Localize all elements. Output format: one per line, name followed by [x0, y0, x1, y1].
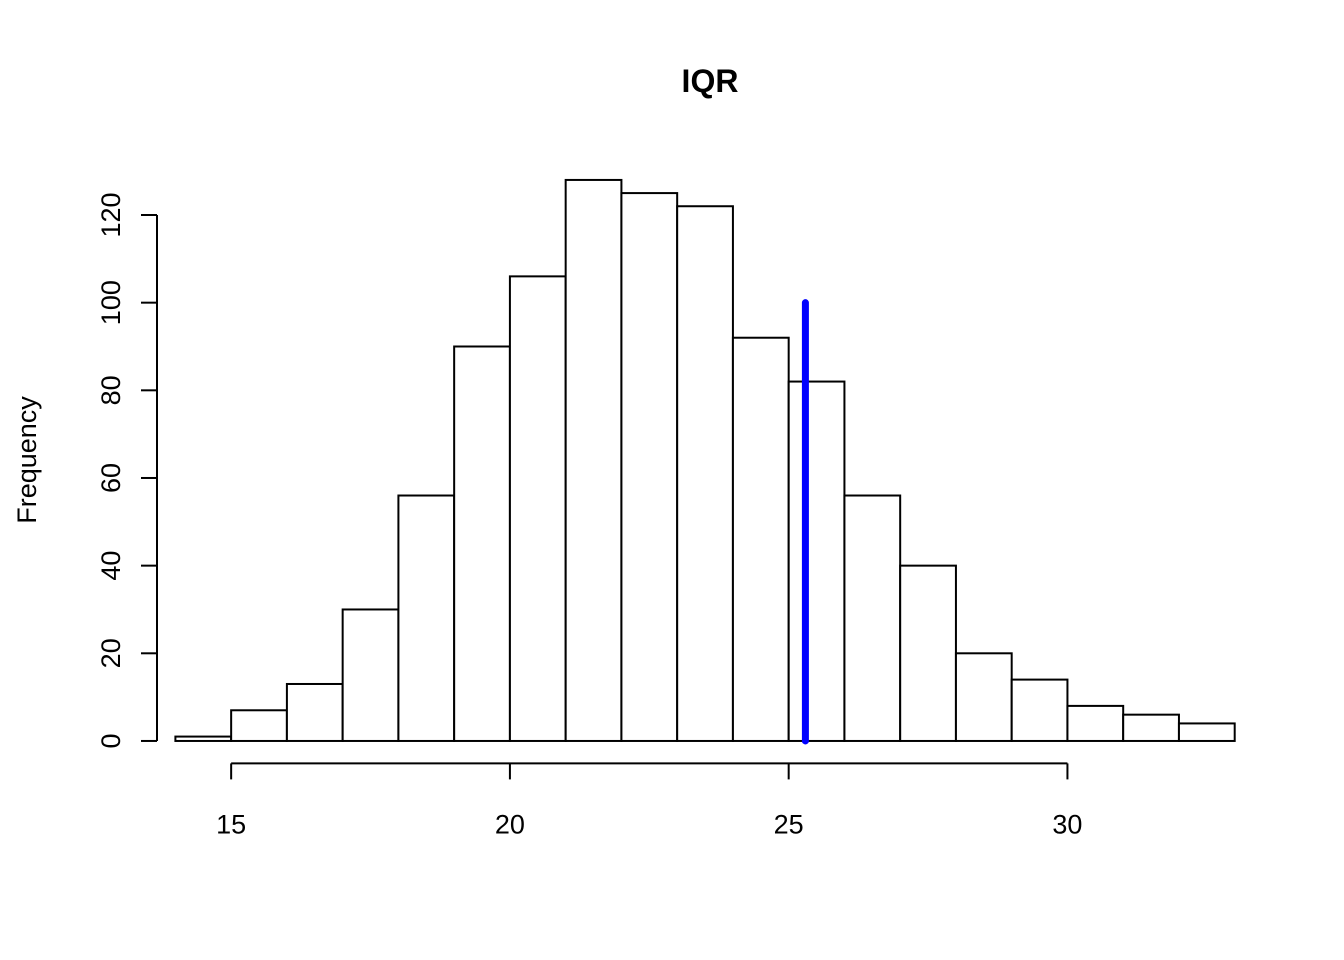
x-tick-label: 25: [774, 809, 804, 839]
chart-title: IQR: [682, 63, 739, 99]
y-tick-label: 0: [96, 733, 126, 748]
y-tick-label: 40: [96, 551, 126, 581]
x-tick-label: 20: [495, 809, 525, 839]
bar: [508, 275, 567, 742]
bar: [397, 494, 456, 742]
x-tick-label: 30: [1052, 809, 1082, 839]
x-tick-label: 15: [216, 809, 246, 839]
y-tick-label: 60: [96, 463, 126, 493]
bar: [731, 336, 790, 742]
bar: [230, 709, 288, 742]
y-axis-label: Frequency: [12, 396, 42, 524]
bar: [676, 205, 734, 742]
bar: [1122, 713, 1180, 742]
y-tick-label: 20: [96, 638, 126, 668]
bar: [1066, 704, 1125, 742]
bar: [453, 345, 511, 742]
bar: [1177, 722, 1236, 742]
y-tick-label: 100: [96, 280, 126, 325]
bar: [341, 608, 400, 742]
bar: [954, 652, 1013, 742]
bar: [174, 735, 233, 742]
bar: [285, 682, 344, 742]
bar: [620, 192, 679, 742]
bar: [1010, 678, 1069, 742]
bar: [843, 494, 902, 742]
y-tick-label: 120: [96, 192, 126, 237]
y-tick-label: 80: [96, 375, 126, 405]
bar: [899, 564, 957, 742]
bar: [787, 380, 846, 742]
bar: [564, 178, 623, 742]
